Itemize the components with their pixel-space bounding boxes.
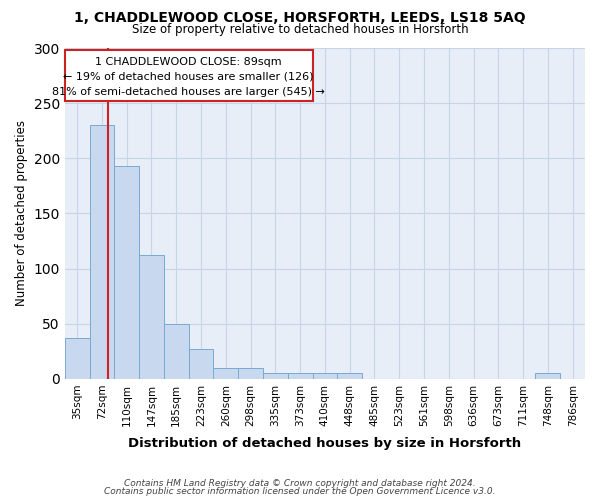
FancyBboxPatch shape [65, 50, 313, 101]
Text: Size of property relative to detached houses in Horsforth: Size of property relative to detached ho… [131, 22, 469, 36]
Text: 1, CHADDLEWOOD CLOSE, HORSFORTH, LEEDS, LS18 5AQ: 1, CHADDLEWOOD CLOSE, HORSFORTH, LEEDS, … [74, 11, 526, 25]
Bar [337, 374, 362, 379]
Text: Contains HM Land Registry data © Crown copyright and database right 2024.: Contains HM Land Registry data © Crown c… [124, 479, 476, 488]
Text: ← 19% of detached houses are smaller (126): ← 19% of detached houses are smaller (12… [64, 72, 314, 82]
Text: 81% of semi-detached houses are larger (545) →: 81% of semi-detached houses are larger (… [52, 87, 325, 97]
Bar [188, 349, 214, 379]
Y-axis label: Number of detached properties: Number of detached properties [15, 120, 28, 306]
Text: Contains public sector information licensed under the Open Government Licence v3: Contains public sector information licen… [104, 487, 496, 496]
Bar [139, 256, 164, 379]
Text: 1 CHADDLEWOOD CLOSE: 89sqm: 1 CHADDLEWOOD CLOSE: 89sqm [95, 58, 282, 68]
Bar [164, 324, 188, 379]
Bar [89, 125, 115, 379]
Bar [115, 166, 139, 379]
Bar [214, 368, 238, 379]
X-axis label: Distribution of detached houses by size in Horsforth: Distribution of detached houses by size … [128, 437, 521, 450]
Bar [535, 374, 560, 379]
Bar [65, 338, 89, 379]
Bar [313, 374, 337, 379]
Bar [238, 368, 263, 379]
Bar [288, 374, 313, 379]
Bar [263, 374, 288, 379]
